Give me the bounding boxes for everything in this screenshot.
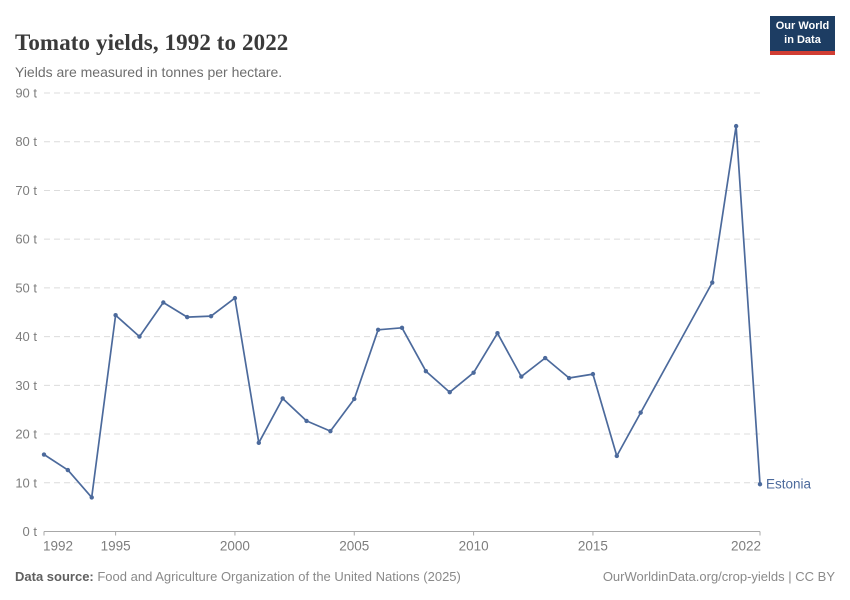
data-point-marker[interactable] (208, 313, 214, 319)
data-point-marker[interactable] (590, 371, 596, 377)
footer-source-text: Food and Agriculture Organization of the… (93, 569, 461, 584)
data-point-marker[interactable] (280, 396, 285, 401)
x-axis-tick-label: 2005 (339, 539, 369, 554)
series-label-estonia[interactable]: Estonia (766, 477, 812, 492)
y-axis-tick-label: 60 t (15, 232, 37, 247)
data-point-marker[interactable] (519, 374, 524, 379)
data-point-marker[interactable] (566, 375, 572, 381)
data-point-marker[interactable] (733, 123, 739, 129)
line-chart: 0 t 10 t 20 t 30 t 40 t 50 t 60 t 70 t 80 t 90 t 1… (15, 86, 812, 554)
data-point-marker[interactable] (471, 370, 476, 375)
footer-license-link[interactable]: CC BY (795, 569, 835, 584)
data-point-marker[interactable] (113, 312, 118, 318)
footer-source-label: Data source: (15, 569, 94, 584)
footer-attribution: OurWorldinData.org/crop-yields | CC BY (603, 569, 835, 584)
y-axis-tick-label: 80 t (15, 134, 37, 149)
data-point-marker[interactable] (614, 453, 619, 459)
data-point-marker[interactable] (710, 280, 715, 285)
y-axis-tick-label: 30 t (15, 378, 37, 393)
x-axis-tick-label: 2000 (220, 539, 250, 554)
data-point-marker[interactable] (638, 410, 643, 415)
x-axis-tick-label: 1995 (101, 539, 131, 554)
series-line-estonia[interactable] (43, 125, 761, 499)
data-point-marker[interactable] (304, 418, 309, 424)
data-point-marker[interactable] (757, 482, 763, 487)
data-point-marker[interactable] (232, 295, 238, 301)
owid-logo[interactable]: Our World in Data (770, 16, 835, 55)
x-axis-tick-label: 2010 (459, 539, 489, 554)
data-point-marker[interactable] (375, 327, 381, 332)
y-axis-tick-label: 50 t (15, 280, 37, 295)
data-point-marker[interactable] (543, 355, 548, 361)
y-axis-tick-label: 20 t (15, 427, 37, 442)
y-axis-tick-label: 40 t (15, 329, 37, 344)
data-point-marker[interactable] (495, 331, 500, 336)
y-axis-tick-label: 70 t (15, 183, 37, 198)
data-point-marker[interactable] (352, 396, 357, 402)
x-axis-tick-label: 1992 (43, 539, 73, 554)
chart-title: Tomato yields, 1992 to 2022 (15, 30, 289, 56)
data-point-marker[interactable] (328, 428, 333, 434)
x-axis-tick-label: 2022 (731, 539, 761, 554)
data-point-marker[interactable] (41, 452, 47, 457)
data-point-marker[interactable] (89, 495, 94, 500)
data-point-marker[interactable] (185, 314, 190, 320)
data-point-marker[interactable] (65, 467, 71, 473)
data-point-marker[interactable] (423, 369, 429, 374)
owid-logo-line1: Our World (775, 20, 830, 32)
chart-subtitle: Yields are measured in tonnes per hectar… (15, 64, 283, 80)
y-axis-tick-label: 0 t (23, 524, 38, 539)
owid-logo-line2: in Data (784, 33, 821, 46)
data-point-marker[interactable] (447, 389, 452, 395)
y-axis-tick-label: 10 t (15, 475, 37, 490)
data-point-marker[interactable] (399, 325, 405, 331)
data-point-marker[interactable] (161, 300, 166, 305)
footer-source: Data source: Food and Agriculture Organi… (15, 569, 461, 584)
x-axis-tick-label: 2015 (578, 539, 608, 554)
data-point-marker[interactable] (256, 440, 261, 446)
footer-separator: | (784, 569, 796, 584)
data-point-marker[interactable] (137, 334, 142, 339)
footer-url-link[interactable]: OurWorldinData.org/crop-yields (602, 569, 785, 584)
y-axis-tick-label: 90 t (15, 86, 37, 101)
